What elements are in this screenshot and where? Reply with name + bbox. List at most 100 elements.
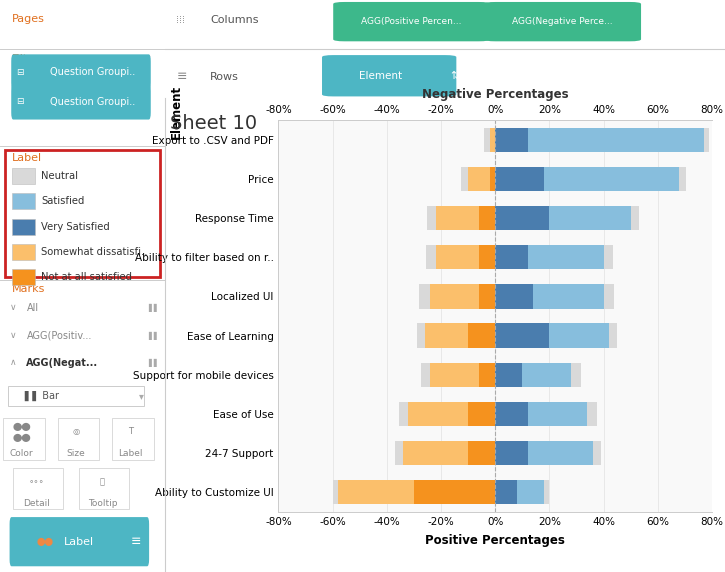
Bar xyxy=(479,245,495,269)
Bar xyxy=(544,480,550,505)
Bar xyxy=(495,167,544,191)
Text: ▾: ▾ xyxy=(139,391,144,401)
Text: ▐▐  Bar: ▐▐ Bar xyxy=(22,391,59,401)
Text: Columns: Columns xyxy=(210,15,259,25)
Text: ≡: ≡ xyxy=(176,70,187,84)
Bar xyxy=(495,206,550,230)
Text: Question Groupi..: Question Groupi.. xyxy=(50,67,135,77)
Bar xyxy=(479,363,495,387)
Bar xyxy=(79,468,129,509)
Bar xyxy=(587,402,597,426)
Bar xyxy=(12,193,35,209)
Bar xyxy=(395,441,403,465)
Bar xyxy=(436,206,479,230)
Bar xyxy=(484,128,490,152)
Bar xyxy=(528,128,704,152)
Text: ⬤⬤: ⬤⬤ xyxy=(36,537,54,546)
FancyBboxPatch shape xyxy=(484,2,641,41)
Text: Question Groupi..: Question Groupi.. xyxy=(50,97,135,107)
Bar xyxy=(278,355,712,395)
Bar xyxy=(528,402,587,426)
Bar xyxy=(278,238,712,277)
Bar xyxy=(430,363,479,387)
Text: ∧: ∧ xyxy=(10,358,17,367)
Bar xyxy=(490,128,495,152)
Bar xyxy=(571,363,581,387)
Bar xyxy=(495,363,522,387)
Text: ⇅: ⇅ xyxy=(450,71,460,81)
Bar xyxy=(603,245,613,269)
Text: AGG(Negative Perce...: AGG(Negative Perce... xyxy=(513,17,613,26)
Text: Marks: Marks xyxy=(12,284,45,293)
Bar xyxy=(333,480,338,505)
Text: Not at all satisfied: Not at all satisfied xyxy=(41,272,133,282)
Text: ◎: ◎ xyxy=(72,427,80,436)
Text: Pages: Pages xyxy=(12,14,44,24)
Bar xyxy=(550,206,631,230)
Text: Very Satisfied: Very Satisfied xyxy=(41,221,110,232)
Bar xyxy=(522,363,571,387)
Bar xyxy=(12,168,35,184)
Bar xyxy=(12,269,35,285)
Bar xyxy=(495,128,528,152)
Bar xyxy=(479,206,495,230)
Text: ▐▐: ▐▐ xyxy=(146,303,157,312)
Bar xyxy=(495,245,528,269)
Bar xyxy=(414,480,495,505)
Bar xyxy=(419,284,430,308)
Y-axis label: Element: Element xyxy=(170,85,183,140)
Bar xyxy=(436,245,479,269)
Bar xyxy=(12,244,35,260)
Text: ⁞⁞⁞: ⁞⁞⁞ xyxy=(176,15,186,25)
Bar xyxy=(528,245,603,269)
FancyBboxPatch shape xyxy=(322,55,456,97)
Bar xyxy=(495,441,528,465)
Bar xyxy=(278,472,712,512)
Text: Rows: Rows xyxy=(210,72,239,82)
Text: AGG(Positive Percen...: AGG(Positive Percen... xyxy=(361,17,462,26)
Text: ∘∘∘: ∘∘∘ xyxy=(28,477,44,486)
Bar xyxy=(528,441,593,465)
Bar xyxy=(461,167,468,191)
Bar xyxy=(338,480,414,505)
X-axis label: Negative Percentages: Negative Percentages xyxy=(422,88,568,101)
Text: ≡: ≡ xyxy=(130,535,141,548)
FancyBboxPatch shape xyxy=(12,54,151,90)
Bar xyxy=(495,402,528,426)
Bar xyxy=(468,167,490,191)
Bar xyxy=(490,167,495,191)
Bar xyxy=(408,402,468,426)
Text: Label: Label xyxy=(65,537,94,547)
Bar xyxy=(479,284,495,308)
Text: Detail: Detail xyxy=(23,499,50,508)
Text: T: T xyxy=(128,427,133,436)
Bar xyxy=(278,160,712,198)
Bar xyxy=(425,324,468,348)
Text: Somewhat dissatisfi..: Somewhat dissatisfi.. xyxy=(41,247,148,257)
Bar xyxy=(495,324,550,348)
Bar xyxy=(468,324,495,348)
Bar xyxy=(550,324,609,348)
Bar xyxy=(278,277,712,316)
Text: AGG(Positiv...: AGG(Positiv... xyxy=(26,330,92,340)
Text: ⬤⬤
⬤⬤: ⬤⬤ ⬤⬤ xyxy=(12,422,31,442)
Text: Satisfied: Satisfied xyxy=(41,196,85,206)
Bar xyxy=(495,480,517,505)
Bar xyxy=(609,324,617,348)
Text: Sheet 10: Sheet 10 xyxy=(170,114,257,133)
Text: ∨: ∨ xyxy=(10,331,17,340)
Text: Filters: Filters xyxy=(12,54,45,64)
Bar xyxy=(278,395,712,434)
Bar xyxy=(4,418,45,460)
Bar xyxy=(399,402,408,426)
Bar xyxy=(5,150,160,277)
Bar xyxy=(278,120,712,160)
Text: ⊟: ⊟ xyxy=(16,97,24,106)
Bar xyxy=(603,284,614,308)
Bar xyxy=(403,441,468,465)
Text: Element: Element xyxy=(359,71,402,81)
Text: Neutral: Neutral xyxy=(41,171,78,181)
Text: ▐▐: ▐▐ xyxy=(146,331,157,340)
Bar xyxy=(544,167,679,191)
Bar xyxy=(495,284,533,308)
